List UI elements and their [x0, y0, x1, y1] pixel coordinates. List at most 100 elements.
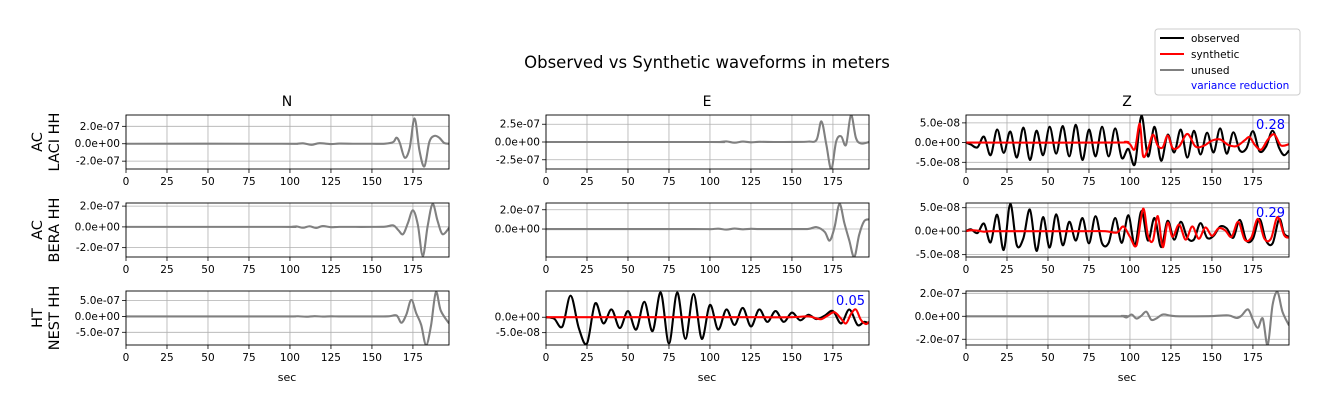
y-tick-label: 0.0e+00	[495, 137, 540, 149]
panel-frame	[545, 290, 870, 346]
x-tick-label: 50	[621, 264, 634, 276]
row-label-0: AC LACI HH	[30, 113, 63, 172]
x-tick-label: 25	[580, 352, 593, 364]
row-label-station: NEST HH	[47, 286, 63, 351]
x-tick-label: 150	[1202, 352, 1222, 364]
row-label-network: AC	[30, 132, 46, 152]
x-tick-label: 75	[1082, 176, 1095, 188]
panel-bera-z: 0 25 50 75 100 125 150 175 -5.0e-08 0.0e+00 5.0e-0…	[915, 202, 1290, 276]
x-tick-label: 125	[741, 352, 761, 364]
x-tick-label: 50	[1041, 352, 1054, 364]
variance-reduction-value: 0.29	[1256, 206, 1285, 221]
x-tick-label: 125	[1161, 264, 1181, 276]
legend: observed synthetic unused variance reduc…	[1154, 28, 1301, 96]
column-title-z: Z	[1122, 94, 1132, 110]
y-tick-label: -2.0e-07	[916, 334, 960, 346]
legend-unused-label: unused	[1191, 65, 1230, 77]
x-tick-label: 25	[1000, 352, 1013, 364]
x-tick-label: 150	[1202, 264, 1222, 276]
x-tick-label: 75	[662, 352, 675, 364]
panel-nest-z: 0 25 50 75 100 125 150 175 -2.0e-07 0.0e+00 2.0e-0…	[915, 288, 1290, 364]
column-title-e: E	[703, 94, 712, 110]
x-tick-label: 0	[963, 264, 970, 276]
x-tick-label: 0	[963, 176, 970, 188]
y-tick-label: -5.0e-08	[496, 327, 540, 339]
y-tick-label: -2.5e-07	[496, 154, 540, 166]
row-label-network: HT	[30, 308, 46, 328]
x-tick-label: 150	[1202, 176, 1222, 188]
y-tick-label: -2.0e-07	[76, 242, 120, 254]
panel-frame	[125, 290, 450, 346]
x-tick-label: 75	[242, 352, 255, 364]
panels: 0 25 50 75 100 125 150 175 -2.0e-07 0.0e+00 2.0e-0…	[75, 114, 1290, 364]
x-tick-label: 25	[1000, 176, 1013, 188]
x-tick-label: 125	[741, 176, 761, 188]
x-tick-label: 175	[823, 352, 843, 364]
x-tick-label: 150	[362, 176, 382, 188]
x-tick-label: 25	[1000, 264, 1013, 276]
panel-laci-n: 0 25 50 75 100 125 150 175 -2.0e-07 0.0e+00 2.0e-0…	[75, 114, 450, 188]
x-tick-label: 0	[963, 352, 970, 364]
y-tick-label: 2.0e-07	[920, 288, 960, 300]
x-tick-label: 50	[621, 176, 634, 188]
panel-frame	[125, 114, 450, 170]
x-tick-label: 0	[123, 352, 130, 364]
y-tick-label: 0.0e+00	[915, 137, 960, 149]
x-tick-label: 175	[823, 176, 843, 188]
x-tick-label: 75	[1082, 264, 1095, 276]
variance-reduction-value: 0.05	[836, 294, 865, 309]
observed-trace	[966, 203, 1289, 252]
panel-frame	[965, 202, 1290, 258]
x-tick-label: 125	[321, 352, 341, 364]
y-tick-label: 0.0e+00	[495, 224, 540, 236]
x-tick-label: 50	[201, 352, 214, 364]
panel-bera-n: 0 25 50 75 100 125 150 175 -2.0e-07 0.0e+00 2.0e-0…	[75, 201, 450, 276]
x-tick-label: 125	[741, 264, 761, 276]
x-tick-label: 75	[242, 264, 255, 276]
y-tick-label: -5.0e-07	[76, 327, 120, 339]
x-tick-label: 75	[662, 264, 675, 276]
x-tick-label: 25	[580, 264, 593, 276]
x-tick-label: 0	[123, 264, 130, 276]
x-tick-label: 100	[280, 176, 300, 188]
x-tick-label: 150	[782, 352, 802, 364]
y-tick-label: 5.0e-08	[920, 202, 960, 214]
unused-trace	[546, 203, 869, 257]
x-tick-label: 150	[362, 264, 382, 276]
x-tick-label: 50	[1041, 264, 1054, 276]
row-label-station: LACI HH	[47, 113, 63, 172]
figure-title: Observed vs Synthetic waveforms in meter…	[524, 53, 890, 72]
x-tick-label: 125	[321, 176, 341, 188]
row-label-station: BERA HH	[47, 198, 63, 263]
panel-laci-e: 0 25 50 75 100 125 150 175 -2.5e-07 0.0e+00 2.5e-0…	[495, 114, 870, 188]
x-tick-label: 175	[1243, 352, 1263, 364]
legend-frame	[1154, 28, 1301, 96]
row-label-2: HT NEST HH	[30, 286, 63, 351]
x-tick-label: 100	[700, 352, 720, 364]
x-tick-label: 0	[543, 176, 550, 188]
legend-synthetic-label: synthetic	[1191, 49, 1240, 61]
panel-nest-n: 0 25 50 75 100 125 150 175 -5.0e-07 0.0e+00 5.0e-0…	[75, 290, 450, 364]
y-tick-label: 2.0e-07	[500, 204, 540, 216]
x-tick-label: 100	[700, 176, 720, 188]
column-title-n: N	[282, 94, 292, 110]
x-tick-label: 75	[242, 176, 255, 188]
x-tick-label: 150	[782, 176, 802, 188]
x-tick-label: 100	[1120, 264, 1140, 276]
x-tick-label: 125	[321, 264, 341, 276]
x-tick-label: 175	[1243, 176, 1263, 188]
y-tick-label: 0.0e+00	[75, 221, 120, 233]
panel-nest-e: 0 25 50 75 100 125 150 175 -5.0e-08 0.0e+00 0.05	[495, 290, 870, 364]
x-tick-label: 25	[160, 352, 173, 364]
variance-reduction-value: 0.28	[1256, 118, 1285, 133]
x-tick-label: 100	[280, 264, 300, 276]
y-tick-label: 2.5e-07	[500, 119, 540, 131]
y-tick-label: -5.0e-08	[916, 157, 960, 169]
y-tick-label: 0.0e+00	[75, 138, 120, 150]
synthetic-trace	[966, 207, 1289, 249]
x-tick-label: 50	[201, 264, 214, 276]
x-tick-label: 150	[782, 264, 802, 276]
x-tick-label: 175	[403, 264, 423, 276]
x-tick-label: 25	[580, 176, 593, 188]
